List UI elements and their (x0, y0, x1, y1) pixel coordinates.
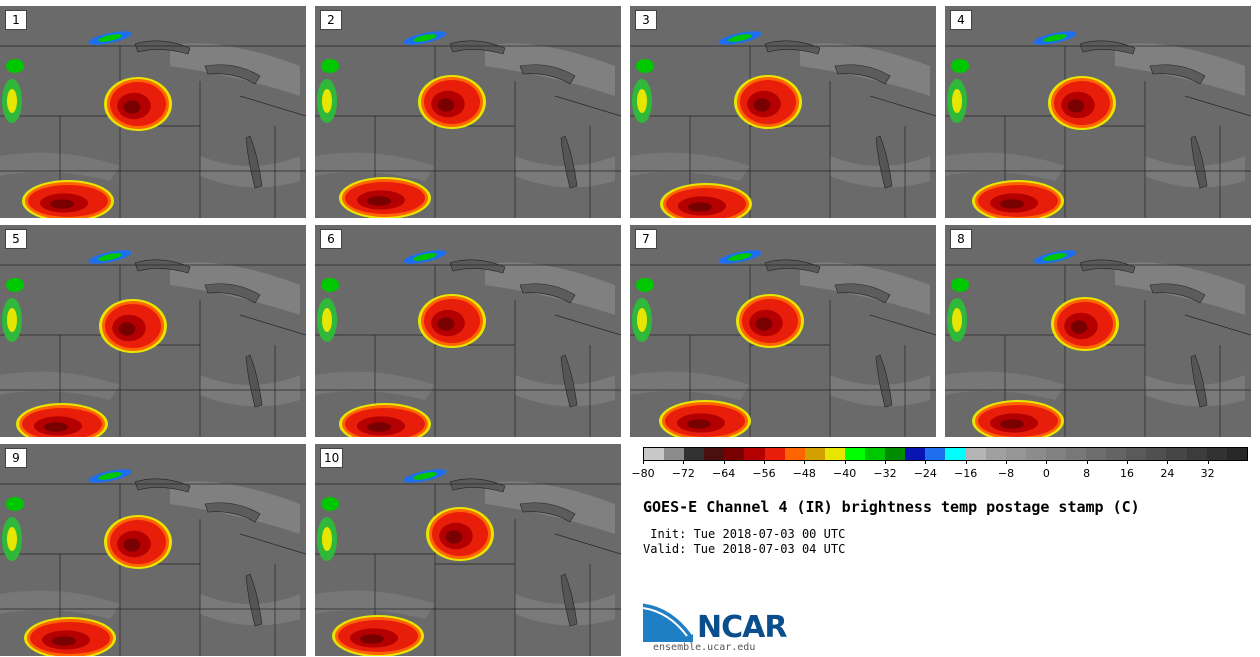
colorbar-swatch (744, 448, 765, 460)
colorbar-swatch (965, 448, 986, 460)
colorbar-swatch (804, 448, 825, 460)
temperature-colorbar: −80 −72 −64 −56 −48 −40 −32 −24 −16 −8 0 8 16 24 32 (631, 447, 1248, 481)
satellite-map (315, 225, 621, 437)
satellite-map (630, 6, 936, 218)
panel-number: 1 (5, 10, 27, 30)
colorbar-swatch (1065, 448, 1087, 460)
panel-number: 7 (635, 229, 657, 249)
colorbar-tick-label: −72 (671, 467, 695, 480)
colorbar-tick-label: −16 (954, 467, 978, 480)
colorbar-tick-label: −56 (752, 467, 776, 480)
colorbar-swatch (945, 448, 966, 460)
colorbar-tick-mark (723, 460, 725, 464)
valid-time: Valid: Tue 2018-07-03 04 UTC (643, 542, 846, 556)
colorbar-tick-label: −48 (792, 467, 816, 480)
colorbar-tick-label: 16 (1120, 467, 1134, 480)
colorbar-tick-label: 32 (1200, 467, 1215, 480)
colorbar-swatch (1005, 448, 1026, 460)
colorbar-swatch (1106, 448, 1127, 460)
satellite-map (0, 444, 306, 656)
colorbar-tick-mark (965, 460, 967, 464)
ensemble-member-panel-9: 9 (0, 444, 306, 656)
colorbar-tick-mark (1046, 460, 1048, 464)
colorbar-swatch (925, 448, 946, 460)
colorbar-tick-mark (1006, 460, 1007, 464)
colorbar-tick-mark (1207, 460, 1209, 464)
panel-number: 4 (950, 10, 972, 30)
colorbar-tick-mark (804, 460, 806, 464)
colorbar-swatch (1226, 448, 1247, 460)
colorbar-tick-label: −40 (833, 467, 857, 480)
panel-number: 8 (950, 229, 972, 249)
colorbar-swatch (1045, 448, 1066, 460)
panel-number: 9 (5, 448, 27, 468)
colorbar-swatches (643, 447, 1248, 461)
colorbar-swatch (1146, 448, 1167, 460)
ensemble-member-panel-3: 3 (630, 6, 936, 218)
ensemble-member-panel-6: 6 (315, 225, 621, 437)
colorbar-tick-label: −8 (997, 467, 1015, 480)
panel-number: 5 (5, 229, 27, 249)
satellite-map (315, 444, 621, 656)
colorbar-swatch (1126, 448, 1147, 460)
ensemble-member-panel-8: 8 (945, 225, 1251, 437)
site-url: ensemble.ucar.edu (653, 642, 756, 653)
colorbar-swatch (1206, 448, 1227, 460)
satellite-map (0, 6, 306, 218)
colorbar-swatch (865, 448, 886, 460)
colorbar-tick-label: −24 (913, 467, 937, 480)
ncar-logo-icon (643, 600, 695, 642)
colorbar-tick-label: −64 (712, 467, 736, 480)
colorbar-tick-label: −32 (873, 467, 897, 480)
colorbar-tick-mark (925, 460, 927, 464)
init-time: Init: Tue 2018-07-03 00 UTC (643, 527, 846, 541)
satellite-map (0, 225, 306, 437)
colorbar-tick-mark (1167, 460, 1169, 464)
colorbar-swatch (844, 448, 866, 460)
colorbar-tick-mark (1086, 460, 1088, 464)
panel-number: 2 (320, 10, 342, 30)
ensemble-member-panel-5: 5 (0, 225, 306, 437)
ensemble-member-panel-7: 7 (630, 225, 936, 437)
colorbar-swatch (644, 448, 665, 460)
colorbar-tick-mark (764, 460, 765, 464)
colorbar-swatch (684, 448, 705, 460)
colorbar-swatch (764, 448, 785, 460)
colorbar-tick-label: 8 (1083, 467, 1091, 480)
ensemble-member-panel-1: 1 (0, 6, 306, 218)
colorbar-swatch (1086, 448, 1107, 460)
colorbar-swatch (885, 448, 906, 460)
colorbar-swatch (1025, 448, 1046, 460)
colorbar-swatch (704, 448, 725, 460)
colorbar-swatch (784, 448, 805, 460)
ensemble-member-panel-2: 2 (315, 6, 621, 218)
colorbar-tick-label: 24 (1160, 467, 1175, 480)
panel-number: 10 (320, 448, 344, 468)
colorbar-tick-mark (643, 460, 644, 464)
colorbar-swatch (985, 448, 1006, 460)
colorbar-tick-mark (885, 460, 886, 464)
ensemble-member-panel-4: 4 (945, 6, 1251, 218)
colorbar-swatch (905, 448, 926, 460)
satellite-map (945, 6, 1251, 218)
colorbar-swatch (724, 448, 745, 460)
figure-title: GOES-E Channel 4 (IR) brightness temp po… (643, 498, 1140, 516)
ensemble-member-panel-10: 10 (315, 444, 621, 656)
colorbar-tick-label: −80 (631, 467, 655, 480)
colorbar-tick-mark (683, 460, 685, 464)
colorbar-swatch (824, 448, 845, 460)
satellite-map (630, 225, 936, 437)
panel-number: 3 (635, 10, 657, 30)
colorbar-swatch (1166, 448, 1187, 460)
panel-number: 6 (320, 229, 342, 249)
colorbar-swatch (1186, 448, 1207, 460)
ncar-wordmark: NCAR (697, 610, 787, 645)
colorbar-swatch (664, 448, 685, 460)
colorbar-tick-mark (844, 460, 846, 464)
satellite-map (945, 225, 1251, 437)
colorbar-tick-label: 0 (1042, 467, 1050, 480)
colorbar-tick-mark (1127, 460, 1128, 464)
satellite-map (315, 6, 621, 218)
